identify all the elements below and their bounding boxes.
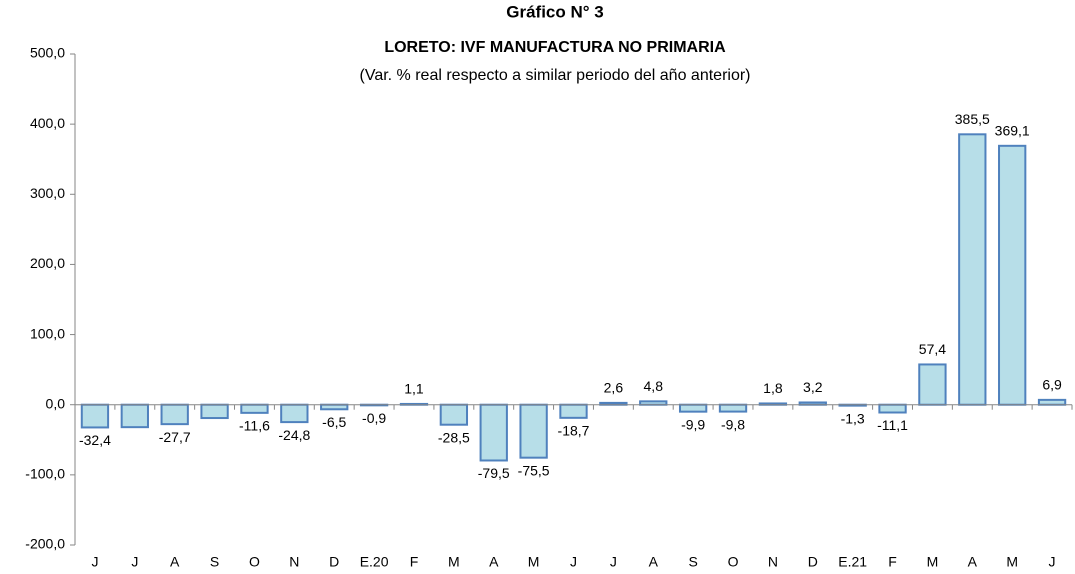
x-tick-label: M [1006,554,1018,570]
x-tick-label: M [528,554,540,570]
x-tick-label: N [289,554,299,570]
bar [998,144,1027,406]
data-label: 369,1 [995,123,1030,139]
data-label: -9,9 [681,416,705,432]
data-label: -75,5 [518,462,550,478]
y-tick-label: 400,0 [30,115,65,131]
x-tick-label: A [489,554,499,570]
bar [320,403,349,411]
bar [120,403,149,429]
bar [639,400,668,406]
chart-note: (Var. % real respecto a similar periodo … [360,67,751,84]
data-label: -18,7 [558,423,590,439]
x-tick-label: J [131,554,138,570]
bar [559,403,588,419]
y-tick-label: 300,0 [30,185,65,201]
data-label: -24,8 [278,427,310,443]
data-label: -79,5 [478,465,510,481]
x-tick-label: J [610,554,617,570]
bar [878,403,907,414]
x-tick-label: D [808,554,818,570]
data-label: 1,1 [404,381,424,397]
data-label: 6,9 [1042,377,1062,393]
data-label: -28,5 [438,429,470,445]
x-tick-label: A [170,554,180,570]
x-tick-label: E.21 [838,554,867,570]
data-label: -0,9 [362,410,386,426]
data-label: -11,1 [877,417,908,433]
x-tick-label: J [570,554,577,570]
data-label: -11,6 [239,418,270,434]
data-label: 385,5 [955,111,990,127]
bar [918,363,947,406]
data-label: -1,3 [841,410,865,426]
bar [280,403,309,424]
data-label: 1,8 [763,380,783,396]
x-tick-label: F [888,554,897,570]
bar [718,403,748,413]
data-label: 3,2 [803,379,823,395]
data-label: -27,7 [159,429,191,445]
bar [200,403,229,420]
data-label: 2,6 [604,380,624,396]
y-tick-label: -200,0 [25,536,65,552]
x-tick-label: O [249,554,260,570]
bar [519,403,548,459]
y-tick-label: 100,0 [30,325,65,341]
x-tick-label: F [410,554,419,570]
data-label: 57,4 [919,341,946,357]
x-tick-label: S [210,554,219,570]
x-tick-label: S [688,554,697,570]
x-tick-label: A [968,554,978,570]
y-tick-label: 500,0 [30,45,65,61]
chart-subtitle: LORETO: IVF MANUFACTURA NO PRIMARIA [384,39,726,56]
bar [678,403,708,413]
chart-title: Gráfico N° 3 [506,2,604,21]
data-label: -32,4 [79,432,111,448]
x-tick-label: O [728,554,739,570]
bar [479,403,508,462]
data-label: -9,8 [721,416,745,432]
x-tick-label: M [927,554,939,570]
data-label: 4,8 [644,378,664,394]
y-tick-label: 0,0 [46,395,66,411]
y-tick-label: 200,0 [30,255,65,271]
x-tick-label: A [649,554,659,570]
bar [958,133,987,406]
y-tick-label: -100,0 [25,466,65,482]
x-tick-label: M [448,554,460,570]
bar [439,403,469,426]
x-tick-label: E.20 [360,554,389,570]
x-tick-label: D [329,554,339,570]
data-label: -6,5 [322,414,346,430]
bar [160,403,189,426]
bar [1037,398,1067,406]
x-tick-label: J [1049,554,1056,570]
bar [240,403,269,414]
bar [80,403,110,429]
x-tick-label: N [768,554,778,570]
x-tick-label: J [91,554,98,570]
